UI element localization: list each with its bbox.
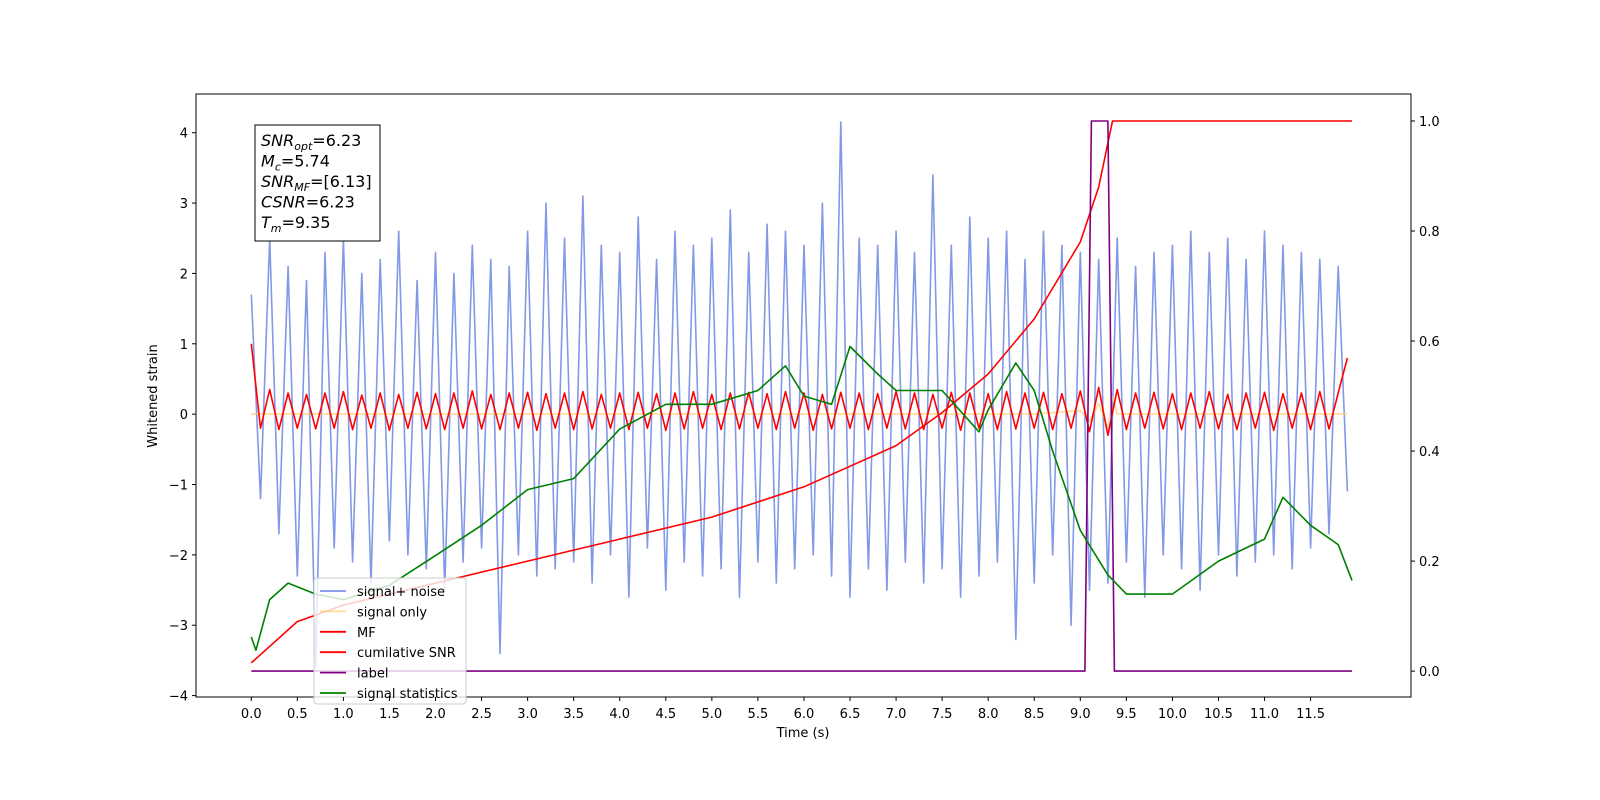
x-axis-label: Time (s): [776, 726, 830, 741]
annotation-text: =9.35: [282, 213, 331, 232]
annotation-text: =[6.13]: [310, 172, 372, 191]
legend-label: signal only: [357, 605, 427, 620]
y-tick-label: 2: [180, 267, 188, 282]
legend-label: cumilative SNR: [357, 646, 456, 661]
x-tick-label: 5.0: [702, 707, 723, 722]
y-tick-label: −1: [169, 479, 188, 494]
annotation-line: SNRMF=[6.13]: [261, 172, 372, 194]
annotation-symbol: M: [261, 152, 275, 171]
x-tick-label: 10.0: [1158, 707, 1187, 722]
legend-frame: [313, 577, 467, 705]
x-tick-label: 8.5: [1024, 707, 1045, 722]
series-line: [251, 120, 1352, 672]
y-tick-label: −4: [169, 690, 188, 705]
annotation-line: CSNR=6.23: [261, 193, 355, 212]
x-tick-label: 0.0: [241, 707, 262, 722]
y2-tick-label: 0.6: [1419, 335, 1440, 350]
x-tick-label: 2.0: [425, 707, 446, 722]
x-tick-label: 1.5: [379, 707, 400, 722]
annotation-subscript: m: [271, 222, 282, 235]
x-tick-label: 1.0: [333, 707, 354, 722]
x-tick-label: 7.0: [886, 707, 907, 722]
y-axis-label: Whitened strain: [146, 344, 161, 447]
y2-tick-label: 0.2: [1419, 555, 1440, 570]
annotation-subscript: opt: [294, 140, 313, 153]
annotation-subscript: c: [275, 161, 281, 174]
x-tick-label: 8.0: [978, 707, 999, 722]
annotation-symbol: SNR: [261, 172, 294, 191]
annotation-line: Tm=9.35: [261, 213, 331, 235]
legend-label: MF: [357, 626, 376, 641]
annotation-symbol: T: [261, 213, 272, 232]
annotation-line: Mc=5.74: [261, 152, 330, 174]
x-tick-label: 2.5: [471, 707, 492, 722]
y-tick-label: 0: [180, 408, 188, 423]
annotation-text: =6.23: [312, 131, 361, 150]
y2-tick-label: 1.0: [1419, 115, 1440, 130]
annotation-text: =5.74: [281, 152, 330, 171]
x-tick-label: 5.5: [748, 707, 769, 722]
annotation-subscript: MF: [294, 181, 310, 194]
x-tick-label: 11.5: [1296, 707, 1325, 722]
x-tick-label: 3.5: [563, 707, 584, 722]
y2-tick-label: 0.4: [1419, 445, 1440, 460]
x-tick-label: 11.0: [1250, 707, 1279, 722]
x-tick-label: 0.5: [287, 707, 308, 722]
y-tick-label: 1: [180, 338, 188, 353]
x-tick-label: 6.0: [794, 707, 815, 722]
legend-label: label: [357, 667, 388, 682]
x-tick-label: 4.5: [655, 707, 676, 722]
x-tick-label: 4.0: [609, 707, 630, 722]
annotation-box: SNRopt=6.23Mc=5.74SNRMF=[6.13]CSNR=6.23T…: [254, 124, 381, 242]
x-tick-label: 6.5: [840, 707, 861, 722]
x-tick-label: 9.0: [1070, 707, 1091, 722]
series-line: [250, 343, 1349, 437]
x-tick-label: 10.5: [1204, 707, 1233, 722]
annotation-symbol: SNR: [261, 131, 294, 150]
annotation-symbol: CSNR: [261, 193, 306, 212]
legend-label: signal statistics: [357, 687, 458, 702]
y-tick-label: 3: [180, 197, 188, 212]
x-tick-label: 7.5: [932, 707, 953, 722]
annotation-frame: [254, 124, 381, 242]
series-line: [250, 121, 1349, 669]
annotation-text: =6.23: [306, 193, 355, 212]
series-line: [251, 395, 1348, 429]
y-tick-label: −3: [169, 619, 188, 634]
x-tick-label: 3.0: [517, 707, 538, 722]
y-tick-label: 4: [180, 127, 188, 142]
y2-tick-label: 0.0: [1419, 665, 1440, 680]
legend-label: signal+ noise: [357, 585, 445, 600]
x-tick-label: 9.5: [1116, 707, 1137, 722]
legend: signal+ noise signal only MF cumilative SNR…: [313, 577, 467, 705]
y-tick-label: −2: [169, 549, 188, 564]
annotation-line: SNRopt=6.23: [261, 131, 361, 153]
y2-tick-label: 0.8: [1419, 225, 1440, 240]
